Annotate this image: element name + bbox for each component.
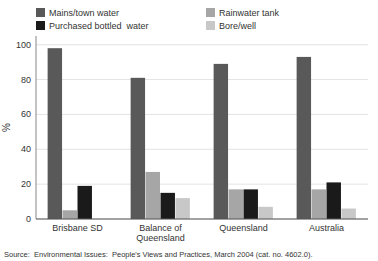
bar: [258, 207, 272, 219]
y-tick-label: 80: [21, 75, 31, 85]
y-tick-label: 20: [21, 179, 31, 189]
legend-label: Mains/town water: [49, 8, 119, 18]
grid-line: [36, 184, 368, 185]
legend-label: Purchased bottled water: [49, 21, 149, 31]
x-tick-label-line: Queensland: [136, 233, 185, 243]
grid-line: [36, 219, 368, 220]
grid-line: [36, 79, 368, 80]
x-tick-label: Balance ofQueensland: [136, 223, 185, 243]
legend-swatch: [36, 8, 45, 17]
bar: [214, 64, 228, 219]
y-axis-line: [36, 36, 37, 219]
legend-swatch: [36, 21, 45, 30]
y-axis-label: %: [1, 123, 12, 132]
y-tick-label: 100: [16, 40, 31, 50]
legend-swatch: [206, 21, 215, 30]
x-tick-label-line: Balance of: [139, 223, 182, 233]
x-axis-line: [36, 219, 368, 220]
bar: [327, 182, 341, 219]
x-tick-label: Queensland: [219, 223, 268, 233]
x-tick-label-line: Australia: [309, 223, 344, 233]
x-tick-label-line: Queensland: [219, 223, 268, 233]
x-tick-label-line: Brisbane SD: [52, 223, 103, 233]
y-tick-label: 60: [21, 109, 31, 119]
bar: [312, 189, 326, 219]
y-tick-label: 40: [21, 144, 31, 154]
bar: [297, 57, 311, 219]
legend-label: Rainwater tank: [219, 8, 280, 18]
bar: [341, 209, 355, 219]
bar: [131, 78, 145, 219]
y-tick-label: 0: [26, 214, 31, 224]
legend: Mains/town water Rainwater tank Purchased …: [36, 8, 280, 31]
source-note: Source: Environmental Issues: People's V…: [4, 250, 313, 259]
bar: [48, 48, 62, 219]
bar: [244, 189, 258, 219]
bars: [48, 48, 356, 219]
x-tick-label: Brisbane SD: [52, 223, 103, 233]
bar: [63, 210, 77, 219]
x-tick-label: Australia: [309, 223, 344, 233]
bar: [229, 189, 243, 219]
bar: [175, 198, 189, 219]
legend-label: Bore/well: [219, 21, 256, 31]
bar: [146, 172, 160, 219]
grid-line: [36, 44, 368, 45]
grid-line: [36, 149, 368, 150]
chart: 020406080100%Brisbane SDBalance ofQueens…: [0, 0, 378, 261]
legend-swatch: [206, 8, 215, 17]
grid-line: [36, 114, 368, 115]
bar: [78, 186, 92, 219]
bar: [161, 193, 175, 219]
